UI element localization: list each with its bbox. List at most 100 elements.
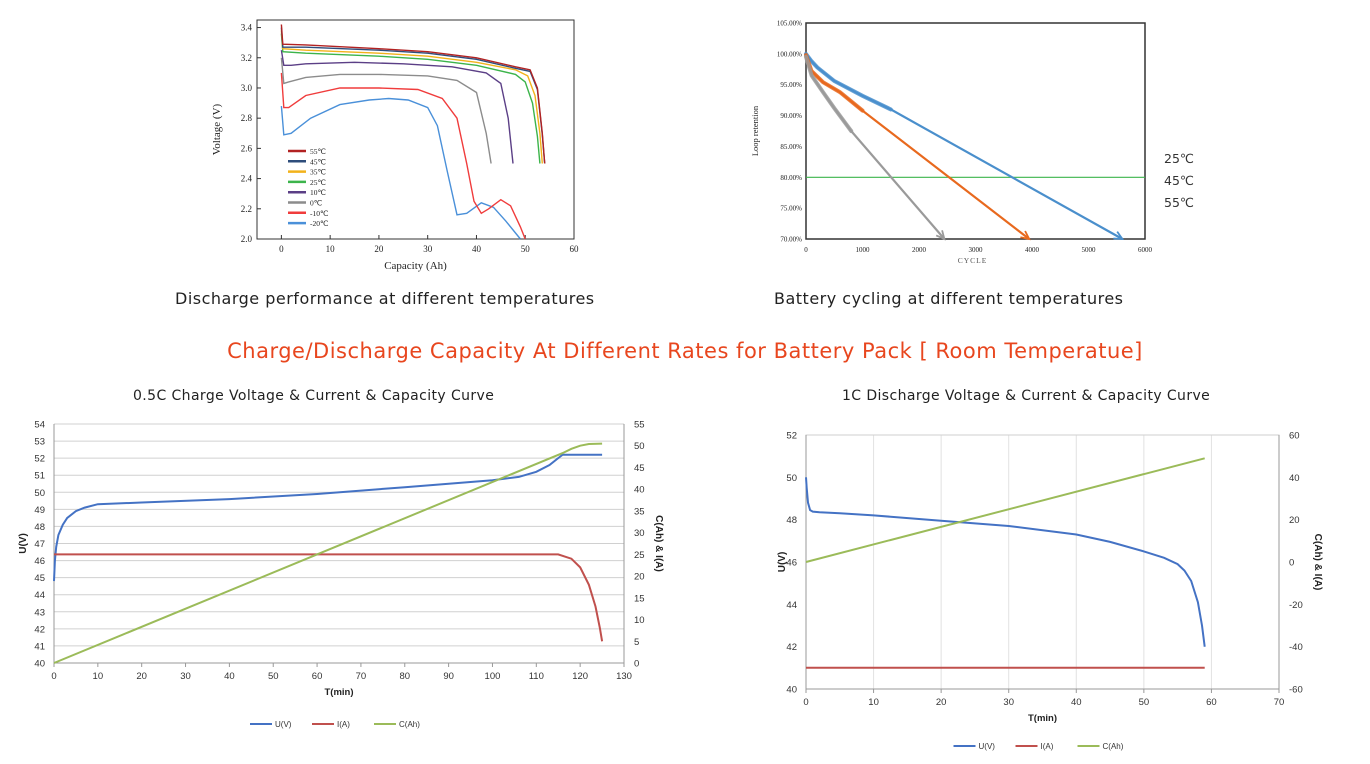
charge-chart-title: 0.5C Charge Voltage & Current & Capacity… (133, 388, 495, 404)
y2-tick-label: 40 (1289, 473, 1300, 484)
y-tick-label: 42 (786, 642, 797, 653)
y-tick-label: 40 (786, 685, 797, 696)
series-arrowhead (935, 230, 946, 241)
series-line (280, 24, 546, 164)
y-tick-label: 40 (34, 659, 45, 670)
legend-label: I(A) (337, 720, 350, 729)
y-tick-label: 54 (34, 420, 45, 431)
series-line (280, 57, 492, 164)
y2-tick-label: 60 (1289, 431, 1300, 442)
discharge-1c-curve-chart: 0 10 20 30 40 50 60 70 40 42 44 46 48 50 52 -60 -40 -20 0 2… (777, 431, 1323, 752)
x-tick-label: 20 (136, 671, 147, 682)
series-dense-segment (804, 54, 854, 133)
x-tick-label: 130 (616, 671, 632, 682)
x-tick-label: 0 (804, 246, 808, 254)
y2-tick-label: 10 (634, 615, 645, 626)
x-tick-label: 50 (521, 244, 531, 254)
y-tick-label: 2.4 (241, 174, 253, 184)
legend-label: I(A) (1041, 742, 1054, 751)
y-tick-label: 49 (34, 505, 45, 516)
x-tick-label: 5000 (1082, 246, 1097, 254)
cycling-chart-panel: 0 1000 2000 3000 4000 5000 6000 70.00% 75.00% 80.… (748, 10, 1238, 272)
y2-tick-label: 20 (1289, 515, 1300, 526)
x-tick-label: 70 (1274, 697, 1285, 708)
legend-label: -10℃ (310, 209, 329, 218)
y-tick-label: 48 (786, 515, 797, 526)
x-tick-label: 40 (1071, 697, 1082, 708)
y2-tick-label: 20 (634, 572, 645, 583)
legend-label: 35℃ (310, 168, 327, 177)
y-tick-label: 2.8 (241, 113, 253, 123)
legend-label: C(Ah) (399, 720, 420, 729)
x-tick-label: 70 (356, 671, 367, 682)
x-tick-label: 20 (936, 697, 947, 708)
legend-label: -20℃ (310, 219, 329, 228)
x-tick-label: 30 (180, 671, 191, 682)
x-tick-label: 50 (1139, 697, 1150, 708)
y2-tick-label: -60 (1289, 685, 1303, 696)
series-arrowhead (1020, 230, 1031, 241)
y-tick-label: 46 (34, 556, 45, 567)
y2-tick-label: 45 (634, 463, 645, 474)
x-tick-label: 0 (803, 697, 808, 708)
x-tick-label: 50 (268, 671, 279, 682)
charge-curve-chart: 0 10 20 30 40 50 60 70 80 90 100 110 120 130404142434… (18, 420, 664, 730)
series-dense-segment (804, 51, 893, 112)
x-axis-label: T(min) (324, 687, 353, 698)
y-tick-label: 50 (786, 473, 797, 484)
series-arrowhead (1113, 231, 1125, 241)
charge-chart-panel: 0 10 20 30 40 50 60 70 80 90 100 110 120 130 40 41 42 43 4… (0, 410, 680, 760)
y-tick-label: 45 (34, 573, 45, 584)
x-tick-label: 60 (312, 671, 323, 682)
series-line (280, 50, 514, 164)
y-tick-label: 3.4 (241, 23, 253, 33)
legend-label: 45℃ (1164, 173, 1194, 188)
x-tick-label: 90 (443, 671, 454, 682)
x-tick-label: 1000 (856, 246, 871, 254)
y-tick-label: 50 (34, 488, 45, 499)
x-tick-label: 40 (224, 671, 235, 682)
legend-label: U(V) (979, 742, 996, 751)
legend-label: C(Ah) (1103, 742, 1124, 751)
y2-tick-label: 0 (634, 659, 639, 670)
x-tick-label: 2000 (912, 246, 927, 254)
y-tick-label: 44 (786, 600, 797, 611)
y2-tick-label: 5 (634, 637, 639, 648)
y-tick-label: 105.00% (777, 20, 802, 28)
x-tick-label: 10 (93, 671, 104, 682)
legend-label: U(V) (275, 720, 292, 729)
series-line (53, 442, 603, 664)
plot-frame (256, 19, 575, 240)
y-tick-label: 100.00% (777, 50, 802, 58)
legend-label: 45℃ (310, 157, 327, 166)
y-axis-label: Voltage (V) (211, 103, 223, 155)
x-axis-label: Capacity (Ah) (384, 260, 447, 272)
x-axis-label: CYCLE (958, 256, 988, 265)
y-tick-label: 80.00% (780, 174, 802, 182)
y-tick-label: 47 (34, 539, 45, 550)
y-tick-label: 2.2 (241, 204, 252, 214)
series-line (54, 553, 604, 642)
discharge-chart-panel: 0 10 20 30 40 50 60 2.0 2.2 2.4 2.6 2.8 3.0 3.2 3.4 Cap… (200, 8, 595, 278)
series-line (53, 453, 603, 582)
y2-axis-label: C(Ah) & I(A) (653, 515, 664, 572)
cycling-temperature-chart: 0 1000 2000 3000 4000 5000 6000 70.00% 75.00% 80.… (750, 20, 1194, 266)
y-tick-label: 42 (34, 624, 45, 635)
discharge-1c-chart-title: 1C Discharge Voltage & Current & Capacit… (842, 388, 1211, 404)
y-tick-label: 48 (34, 522, 45, 533)
series-line (805, 477, 1206, 647)
y2-tick-label: 25 (634, 550, 645, 561)
y2-tick-label: 50 (634, 441, 645, 452)
discharge-caption: Discharge performance at different tempe… (175, 289, 595, 308)
series-line (280, 33, 541, 164)
x-tick-label: 60 (1206, 697, 1217, 708)
series-line (805, 53, 1123, 240)
y2-tick-label: 15 (634, 593, 645, 604)
series-line (280, 30, 543, 164)
discharge-1c-chart-panel: 0 10 20 30 40 50 60 70 40 42 44 46 48 50 52 -60 -40 -20 0 2… (755, 410, 1365, 760)
legend-label: 55℃ (1164, 195, 1194, 210)
y-tick-label: 51 (34, 471, 45, 482)
section-banner: Charge/Discharge Capacity At Different R… (227, 339, 1143, 363)
x-tick-label: 100 (485, 671, 501, 682)
y2-tick-label: 0 (1289, 558, 1294, 569)
